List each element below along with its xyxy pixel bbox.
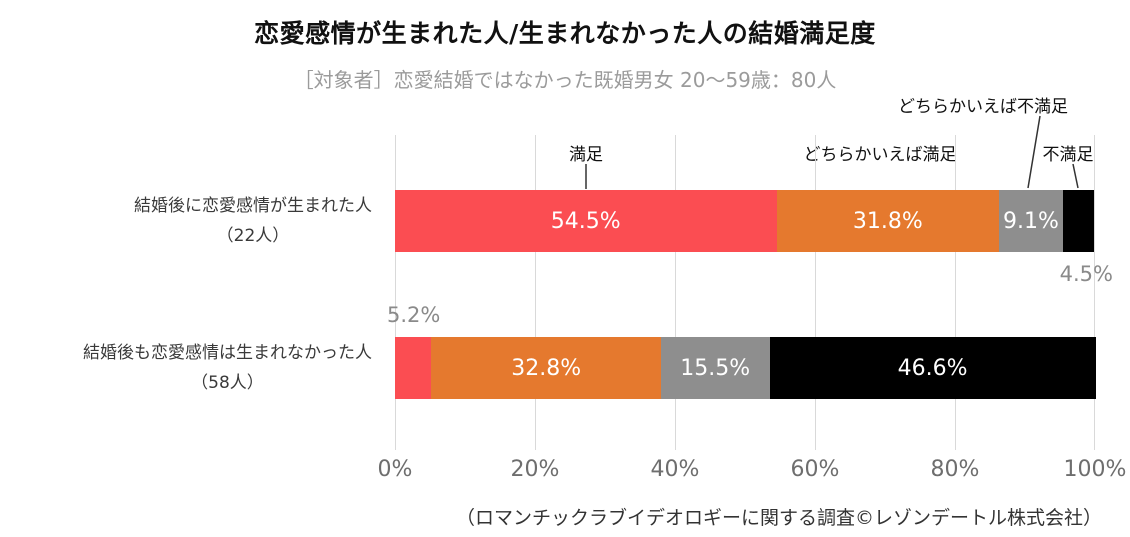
bar-segment: 9.1% <box>999 190 1063 252</box>
series-label-dochiraka-manzoku: どちらかいえば満足 <box>803 145 957 165</box>
series-label-manzoku: 満足 <box>569 145 603 165</box>
category-label-row2: 結婚後も恋愛感情は生まれなかった人 （58人） <box>83 339 372 399</box>
outside-value-label: 5.2% <box>387 303 441 327</box>
x-axis-tick: 80% <box>930 457 980 482</box>
gridline <box>675 135 676 450</box>
category-label-row2-line1: 結婚後も恋愛感情は生まれなかった人 <box>83 343 372 363</box>
x-axis-tick: 40% <box>650 457 700 482</box>
series-label-dochiraka-fumanzoku: どちらかいえば不満足 <box>898 97 1068 117</box>
x-axis-tick: 60% <box>790 457 840 482</box>
bar-segment: 31.8% <box>776 190 1000 252</box>
x-axis-tick: 100% <box>1063 457 1127 482</box>
bar-segment: 15.5% <box>661 337 770 399</box>
gridline <box>955 135 956 450</box>
bar-segment <box>1062 190 1095 252</box>
chart-title: 恋愛感情が生まれた人/生まれなかった人の結婚満足度 <box>254 19 876 48</box>
series-label-fumanzoku: 不満足 <box>1042 145 1094 165</box>
category-label-row1-line1: 結婚後に恋愛感情が生まれた人 <box>134 196 372 216</box>
source-note: （ロマンチックラブイデオロギーに関する調査©レゾンデートル株式会社） <box>455 507 1102 529</box>
x-axis-tick: 0% <box>377 457 413 482</box>
gridline <box>535 135 536 450</box>
plot-area: 0% 20% 40% 60% 80% 100% 54.5% 31.8% 9.1% 32.8% 15.… <box>378 135 1126 482</box>
bar-segment <box>395 337 432 399</box>
bar-segment: 32.8% <box>431 337 661 399</box>
gridline <box>1094 135 1095 450</box>
category-label-row1: 結婚後に恋愛感情が生まれた人 （22人） <box>134 192 372 252</box>
category-label-row2-line2: （58人） <box>191 372 264 393</box>
gridline <box>815 135 816 450</box>
outside-value-label: 4.5% <box>1059 262 1113 286</box>
chart-subtitle: ［対象者］恋愛結婚ではなかった既婚男女 20〜59歳：80人 <box>293 68 837 92</box>
gridline <box>395 135 396 450</box>
category-label-row1-line2: （22人） <box>216 225 290 246</box>
x-axis-tick: 20% <box>510 457 560 482</box>
bar-segment: 46.6% <box>769 337 1096 399</box>
bar-segment: 54.5% <box>395 190 777 252</box>
